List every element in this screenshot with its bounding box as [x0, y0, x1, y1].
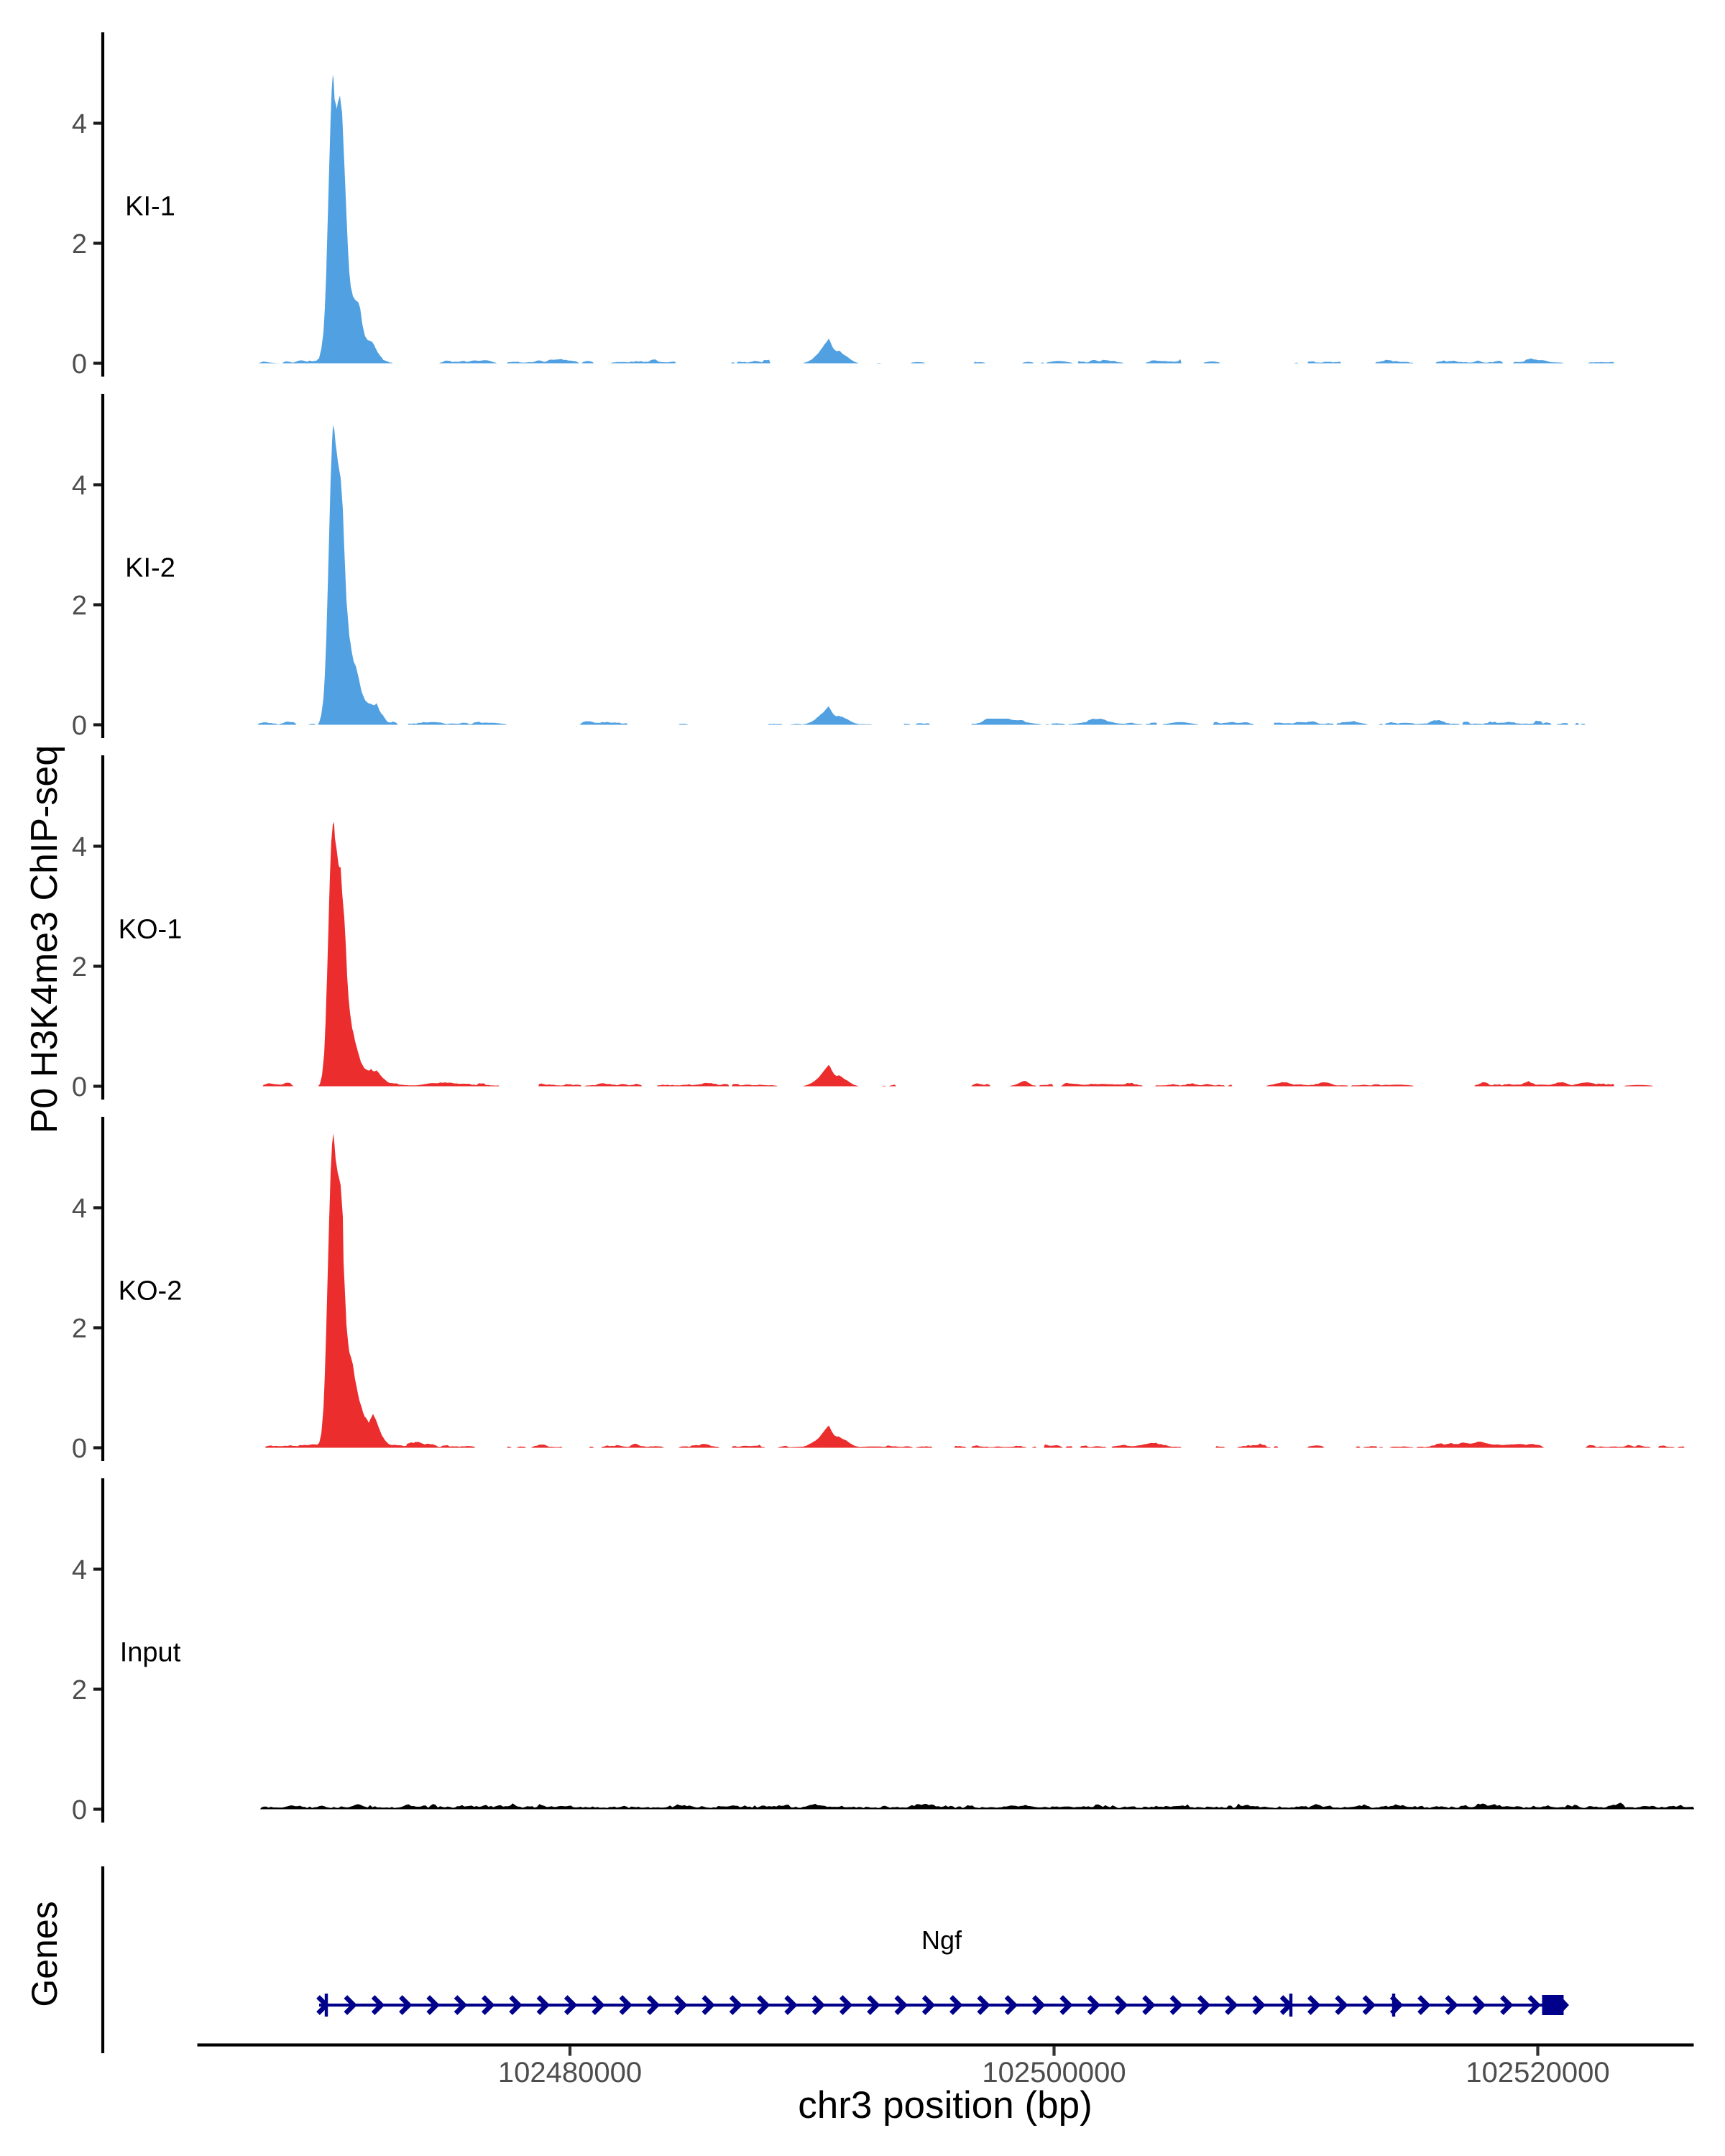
svg-text:KI-1: KI-1 [125, 192, 175, 222]
svg-text:Genes: Genes [24, 1901, 65, 2007]
svg-text:chr3 position (bp): chr3 position (bp) [798, 2084, 1092, 2127]
svg-text:Input: Input [120, 1638, 181, 1668]
svg-text:4: 4 [72, 1194, 87, 1224]
svg-text:Ngf: Ngf [921, 1925, 962, 1955]
svg-text:102480000: 102480000 [498, 2057, 642, 2088]
svg-text:102520000: 102520000 [1466, 2057, 1609, 2088]
svg-text:0: 0 [72, 1072, 87, 1102]
svg-text:0: 0 [72, 1434, 87, 1464]
svg-text:KI-2: KI-2 [125, 553, 175, 584]
svg-text:KO-2: KO-2 [119, 1276, 183, 1307]
svg-text:0: 0 [72, 349, 87, 379]
svg-text:4: 4 [72, 832, 87, 862]
svg-text:0: 0 [72, 1795, 87, 1825]
svg-text:2: 2 [72, 591, 87, 621]
svg-text:2: 2 [72, 1314, 87, 1344]
svg-text:4: 4 [72, 1555, 87, 1585]
svg-text:P0 H3K4me3 ChIP-seq: P0 H3K4me3 ChIP-seq [24, 745, 65, 1134]
svg-text:KO-1: KO-1 [119, 915, 183, 945]
svg-text:2: 2 [72, 1675, 87, 1705]
svg-text:4: 4 [72, 471, 87, 501]
svg-text:4: 4 [72, 109, 87, 139]
svg-text:102500000: 102500000 [982, 2057, 1126, 2088]
svg-text:2: 2 [72, 229, 87, 259]
svg-text:2: 2 [72, 952, 87, 982]
svg-text:0: 0 [72, 711, 87, 741]
